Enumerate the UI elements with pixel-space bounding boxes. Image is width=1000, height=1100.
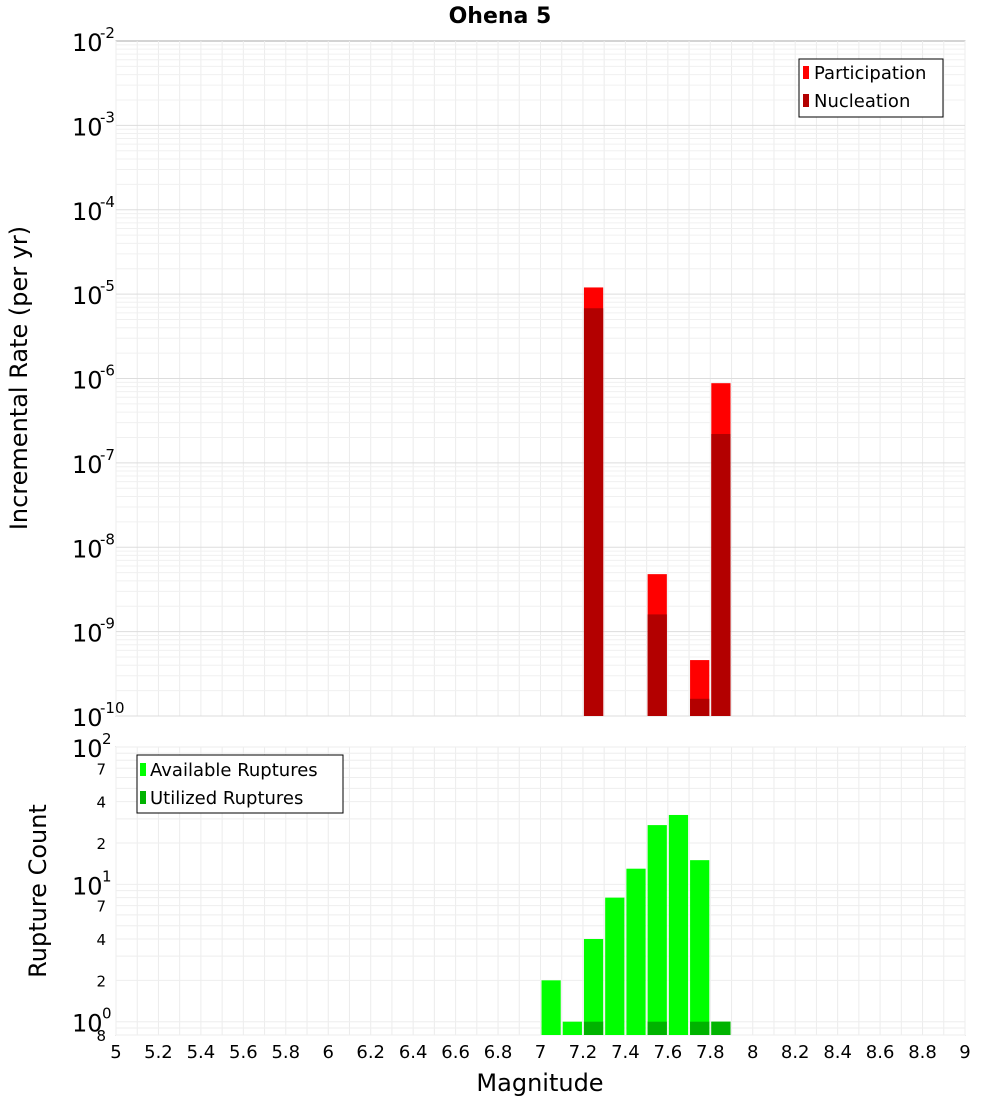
bottom-y-axis-label: Rupture Count [24,804,52,978]
bottom-y-tick-base: 10 [72,1010,103,1038]
bar-nucleation [583,308,604,716]
top-y-tick-exponent: -3 [100,108,115,126]
legend-label-participation: Participation [814,63,926,84]
x-tick-label: 6 [323,1042,334,1063]
top-y-tick-base: 10 [72,704,103,732]
top-y-tick-exponent: -2 [100,24,115,42]
top-y-tick-base: 10 [72,451,103,479]
top-y-tick-base: 10 [72,198,103,226]
bottom-y-tick-exponent: 2 [102,730,112,748]
top-y-tick-base: 10 [72,113,103,141]
x-tick-labels: 5 5.2 5.4 5.6 5.8 6 6.2 6.4 6.6 6.8 7 7.2 7.4 7.6 7.8 8… [110,1042,970,1063]
top-y-tick-labels: 10-210-310-410-510-610-710-810-910-10 [72,24,125,732]
x-tick-label: 8.2 [781,1042,810,1063]
x-tick-label: 7.2 [569,1042,598,1063]
top-y-tick-base: 10 [72,367,103,395]
bar-utilized-ruptures [647,1021,667,1035]
x-tick-label: 5.4 [187,1042,216,1063]
legend-swatch-nucleation [803,94,809,107]
top-y-tick-exponent: -10 [100,699,125,717]
bottom-y-tick-base: 10 [72,735,103,763]
bottom-y-minor-tick: 4 [96,794,106,812]
x-tick-label: 7.4 [611,1042,640,1063]
top-panel: 10-210-310-410-510-610-710-810-910-10 In… [5,24,966,732]
top-y-tick-base: 10 [72,620,103,648]
bottom-y-minor-tick: 2 [96,972,106,990]
top-legend: Participation Nucleation [798,58,944,118]
bar-utilized-ruptures [583,1021,604,1035]
x-tick-label: 5.2 [144,1042,173,1063]
top-y-tick-exponent: -6 [100,362,115,380]
x-axis-label: Magnitude [476,1069,603,1097]
bottom-y-minor-tick: 4 [96,931,106,949]
bar-nucleation [711,433,731,716]
top-y-tick-base: 10 [72,29,103,57]
top-legend-box [798,58,944,118]
top-y-tick-exponent: -9 [100,615,115,633]
bar-utilized-ruptures [711,1021,731,1035]
bar-available-ruptures [605,897,625,1035]
bottom-y-minor-tick: 7 [96,898,106,916]
bar-available-ruptures [668,814,689,1035]
top-gridlines [115,41,966,717]
bar-nucleation [690,698,710,716]
x-tick-label: 8.6 [866,1042,895,1063]
x-tick-label: 5 [110,1042,121,1063]
x-tick-label: 6.2 [356,1042,385,1063]
bar-available-ruptures [583,939,604,1035]
legend-label-nucleation: Nucleation [814,91,910,112]
top-y-tick-base: 10 [72,535,103,563]
bar-available-ruptures [562,1021,582,1035]
x-tick-label: 7.6 [654,1042,683,1063]
x-tick-label: 5.6 [229,1042,258,1063]
bar-nucleation [647,614,667,716]
chart-title: Ohena 5 [449,4,552,29]
bottom-y-tick-exponent: 1 [102,867,112,885]
legend-swatch-available-ruptures [140,763,146,776]
legend-label-available-ruptures: Available Ruptures [150,760,318,781]
bar-available-ruptures [690,860,710,1035]
top-y-tick-exponent: -5 [100,277,115,295]
bar-available-ruptures [647,825,667,1035]
bottom-bars [541,814,731,1035]
x-tick-label: 7 [535,1042,546,1063]
x-tick-label: 7.8 [696,1042,725,1063]
legend-swatch-utilized-ruptures [140,791,146,804]
top-bars [583,287,731,716]
bar-available-ruptures [626,868,646,1035]
bottom-y-minor-tick: 8 [96,1027,106,1045]
bottom-y-tick-exponent: 0 [102,1005,112,1023]
x-tick-label: 8.4 [823,1042,852,1063]
x-tick-label: 6.4 [399,1042,428,1063]
x-tick-label: 8.8 [908,1042,937,1063]
bar-utilized-ruptures [690,1021,710,1035]
x-tick-label: 6.8 [484,1042,513,1063]
x-tick-label: 8 [747,1042,758,1063]
bar-available-ruptures [541,980,561,1035]
top-y-tick-exponent: -8 [100,530,115,548]
bottom-y-minor-tick: 7 [96,760,106,778]
x-tick-label: 6.6 [441,1042,470,1063]
legend-label-utilized-ruptures: Utilized Ruptures [150,788,303,809]
bottom-y-minor-tick: 2 [96,835,106,853]
x-tick-label: 5.8 [271,1042,300,1063]
bottom-legend: Available Ruptures Utilized Ruptures [136,754,344,814]
bottom-y-tick-base: 10 [72,872,103,900]
top-y-tick-exponent: -7 [100,446,115,464]
top-y-tick-exponent: -4 [100,193,115,211]
top-y-tick-base: 10 [72,282,103,310]
bottom-legend-box [136,754,344,814]
bottom-gridlines [115,746,966,1036]
top-y-axis-label: Incremental Rate (per yr) [5,226,33,530]
x-tick-label: 9 [959,1042,970,1063]
legend-swatch-participation [803,66,809,79]
